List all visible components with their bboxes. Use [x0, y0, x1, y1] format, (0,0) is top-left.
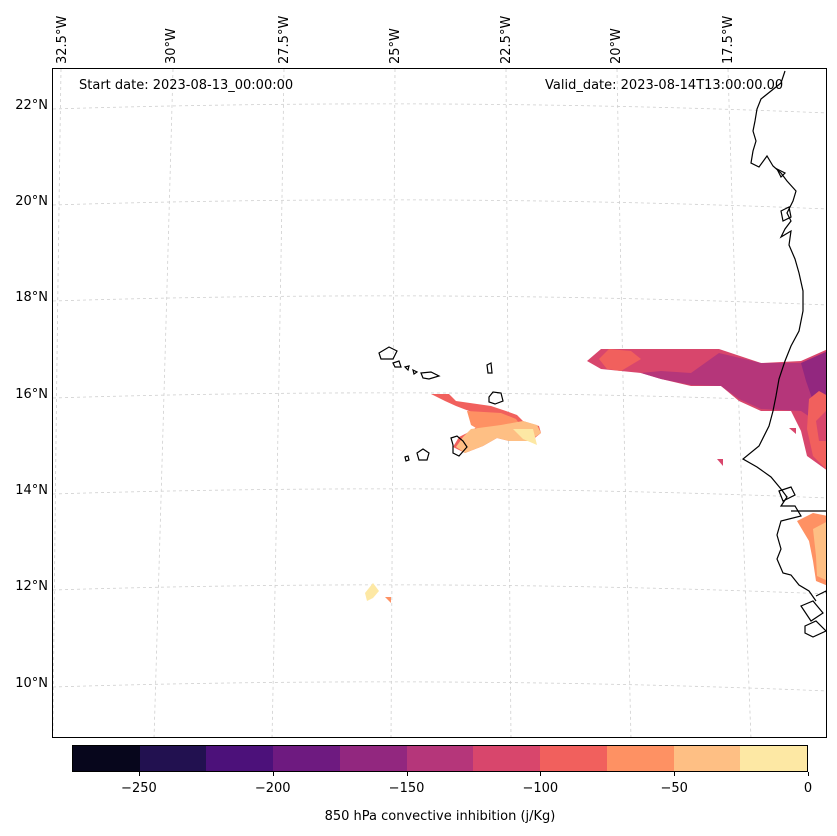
colorbar-tick-mark — [406, 772, 408, 776]
colorbar-segment — [73, 746, 140, 771]
lon-label-27-5w: 27.5°W — [277, 15, 292, 64]
colorbar-tick-mark — [540, 772, 542, 776]
colorbar-tick-mark — [138, 772, 140, 776]
coast-detail-1 — [778, 486, 796, 502]
cin-patch-west-africa-mid — [641, 351, 826, 421]
cin-patch-southwest — [365, 583, 379, 601]
colorbar-tick-label: 0 — [803, 781, 813, 796]
cin-speck-1 — [717, 459, 723, 466]
coast-detail-7 — [775, 167, 787, 179]
colorbar-tick-label: −250 — [121, 781, 157, 796]
cin-patch-west-tip — [599, 349, 641, 371]
lat-label-18n: 18°N — [15, 290, 48, 305]
map-canvas — [53, 69, 826, 737]
lat-label-12n: 12°N — [15, 579, 48, 594]
parallel-18n — [53, 295, 826, 306]
colorbar-tick-label: −150 — [388, 781, 425, 796]
meridian-20w — [616, 69, 632, 737]
cin-contours — [365, 349, 826, 603]
coastlines — [378, 70, 826, 638]
cin-patch-coast-red — [816, 411, 826, 441]
cin-speck-2 — [789, 428, 796, 434]
colorbar-segment — [406, 746, 474, 771]
colorbar-label: 850 hPa convective inhibition (j/Kg) — [324, 809, 556, 824]
start-date-label: Start date: 2023-08-13_00:00:00 — [79, 78, 294, 93]
island-maio — [450, 435, 468, 457]
coast-detail-4 — [804, 620, 826, 638]
lon-label-32-5w: 32.5°W — [55, 15, 70, 64]
colorbar-segment — [139, 746, 207, 771]
parallel-16n — [53, 392, 826, 403]
colorbar-segment — [473, 746, 541, 771]
graticule — [53, 69, 826, 737]
colorbar-tick-label: −50 — [660, 781, 688, 796]
valid-date-label: Valid_date: 2023-08-14T13:00:00.00 — [545, 78, 784, 93]
island-brava — [404, 455, 410, 462]
colorbar-tick-mark — [674, 772, 676, 776]
island-fogo — [416, 448, 430, 461]
lat-label-22n: 22°N — [15, 98, 48, 113]
colorbar — [72, 745, 808, 772]
parallel-10n — [53, 681, 826, 692]
island-sal — [486, 362, 493, 374]
lon-label-25w: 25°W — [388, 28, 403, 64]
colorbar-segment — [740, 746, 808, 771]
colorbar-segment — [606, 746, 674, 771]
island-boa-vista — [488, 391, 504, 405]
colorbar-segment — [339, 746, 407, 771]
cin-patch-coast-orange — [807, 391, 826, 469]
lon-label-30w: 30°W — [164, 28, 179, 64]
meridian-27-5w — [271, 69, 285, 737]
island-sao-vicente — [392, 360, 402, 368]
parallel-14n — [53, 488, 826, 499]
lat-label-16n: 16°N — [15, 387, 48, 402]
coast-detail-3 — [800, 600, 824, 622]
cin-speck-southwest — [385, 597, 391, 603]
cin-patch-cape-verde-palest — [513, 429, 537, 445]
island-sao-nicolau — [412, 368, 419, 375]
lon-label-17-5w: 17.5°W — [721, 15, 736, 64]
parallel-20n — [53, 199, 826, 210]
meridian-25w — [390, 69, 396, 737]
lon-label-20w: 20°W — [609, 28, 624, 64]
lon-label-22-5w: 22.5°W — [499, 15, 514, 64]
colorbar-tick-label: −200 — [254, 781, 291, 796]
colorbar-segment — [206, 746, 274, 771]
island-santa-luzia — [403, 365, 410, 372]
cin-patch-coast-dark — [801, 351, 826, 401]
map-panel — [52, 68, 827, 738]
lat-label-20n: 20°N — [15, 194, 48, 209]
lat-label-14n: 14°N — [15, 483, 48, 498]
island-sao-nicolau-main — [420, 371, 441, 380]
coast-detail-6 — [780, 206, 792, 222]
island-santo-antao — [378, 346, 398, 360]
colorbar-segment — [540, 746, 607, 771]
colorbar-segment — [273, 746, 340, 771]
meridian-32-5w — [53, 69, 62, 732]
colorbar-tick-mark — [808, 772, 809, 776]
parallel-12n — [53, 584, 826, 595]
west-africa-coastline — [741, 70, 817, 602]
meridian-22-5w — [505, 69, 512, 737]
coast-detail-5 — [815, 590, 826, 597]
colorbar-tick-mark — [272, 772, 274, 776]
parallel-22n — [53, 103, 826, 114]
colorbar-tick-label: −100 — [522, 781, 559, 796]
lat-label-10n: 10°N — [15, 676, 48, 691]
colorbar-segment — [673, 746, 741, 771]
cin-patch-guinea-inner — [813, 522, 826, 581]
meridian-30w — [153, 69, 174, 737]
